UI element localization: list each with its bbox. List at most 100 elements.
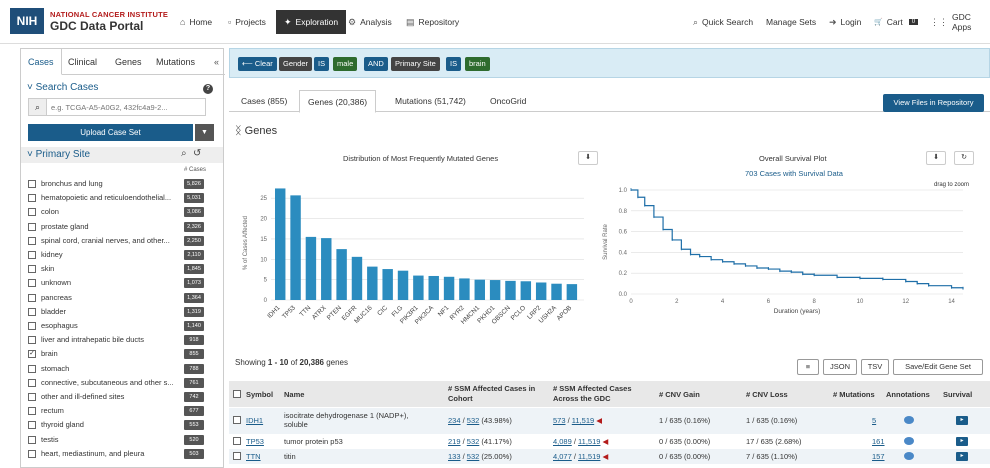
facet-item[interactable]: esophagus 1,140 <box>21 319 223 333</box>
col-name[interactable]: Name <box>284 390 305 399</box>
facet-item[interactable]: bronchus and lung 5,826 <box>21 177 223 191</box>
ssm-cohort-total-link[interactable]: 532 <box>466 437 480 446</box>
search-icon[interactable]: ⌕ <box>29 99 47 115</box>
col-cnv-loss[interactable]: # CNV Loss <box>746 390 788 399</box>
reset-survival-icon[interactable]: ↻ <box>954 151 974 165</box>
caret-left-icon[interactable]: ◀ <box>596 416 603 425</box>
tab-mutations-count[interactable]: Mutations (51,742) <box>395 96 466 106</box>
survival-plot-icon[interactable]: ▸ <box>956 452 968 461</box>
facet-checkbox[interactable] <box>28 279 36 288</box>
facet-item[interactable]: hematopoietic and reticuloendothelial...… <box>21 191 223 205</box>
download-survival-icon[interactable]: ⬇ <box>926 151 946 165</box>
search-cases-header[interactable]: ˅ Search Cases <box>27 82 98 93</box>
filter-pill-value[interactable]: brain <box>465 57 490 71</box>
facet-item[interactable]: connective, subcutaneous and other s... 7… <box>21 376 223 390</box>
case-search-input[interactable] <box>51 100 201 114</box>
row-checkbox[interactable] <box>233 452 241 460</box>
tab-clinical[interactable]: Clinical <box>68 57 98 67</box>
filter-pill-field[interactable]: Primary Site <box>391 57 440 71</box>
annotation-eye-icon[interactable] <box>904 416 914 424</box>
facet-checkbox[interactable] <box>28 251 36 259</box>
filter-pill-op[interactable]: IS <box>446 57 462 71</box>
facet-item[interactable]: colon 3,086 <box>21 205 223 219</box>
mutations-count-link[interactable]: 5 <box>872 416 877 425</box>
clear-filters-button[interactable]: ⟵ Clear <box>238 57 277 71</box>
ssm-gdc-count-link[interactable]: 4,077 <box>553 452 572 461</box>
ssm-gdc-total-link[interactable]: 11,519 <box>578 452 601 461</box>
facet-checkbox[interactable] <box>28 194 36 203</box>
nav-login[interactable]: ➜ Login <box>826 10 864 34</box>
col-ssm-gdc[interactable]: # SSM Affected Cases Across the GDC <box>553 384 632 403</box>
ssm-gdc-total-link[interactable]: 11,519 <box>578 437 601 446</box>
annotation-eye-icon[interactable] <box>904 437 914 445</box>
facet-checkbox[interactable] <box>28 421 36 430</box>
facet-item[interactable]: testis 520 <box>21 433 223 447</box>
facet-checkbox[interactable] <box>28 307 36 316</box>
row-checkbox[interactable] <box>233 416 241 424</box>
nav-projects[interactable]: ▫ Projects <box>220 10 274 34</box>
tab-genes[interactable]: Genes <box>115 57 142 67</box>
nav-cart[interactable]: 🛒 Cart 0 <box>871 10 921 34</box>
nih-logo[interactable]: NIH <box>10 8 44 34</box>
download-chart-icon[interactable]: ⬇ <box>578 151 598 165</box>
facet-checkbox[interactable] <box>28 222 36 231</box>
annotation-eye-icon[interactable] <box>904 452 914 460</box>
gene-symbol-link[interactable]: IDH1 <box>246 416 264 425</box>
nav-exploration[interactable]: ✦ Exploration <box>276 10 347 34</box>
gene-symbol-link[interactable]: TTN <box>246 452 261 461</box>
facet-item[interactable]: stomach 788 <box>21 362 223 376</box>
col-ssm-cohort[interactable]: # SSM Affected Cases in Cohort <box>448 384 536 403</box>
filter-pill-op[interactable]: IS <box>314 57 330 71</box>
upload-dropdown-icon[interactable]: ▼ <box>195 124 214 141</box>
facet-checkbox[interactable] <box>28 449 36 458</box>
facet-item[interactable]: rectum 677 <box>21 404 223 418</box>
nav-gdc-apps[interactable]: ⋮⋮ GDC Apps <box>927 10 990 34</box>
facet-checkbox[interactable] <box>28 236 36 245</box>
search-facet-icon[interactable]: ⌕ <box>181 148 187 159</box>
caret-left-icon[interactable]: ◀ <box>602 452 609 461</box>
facet-item[interactable]: unknown 1,073 <box>21 276 223 290</box>
primary-site-facet-header[interactable]: ˅ Primary Site ⌕ ↺ <box>21 147 223 163</box>
row-checkbox[interactable] <box>233 437 241 445</box>
facet-checkbox[interactable] <box>28 407 36 416</box>
filter-pill-op[interactable]: AND <box>364 57 388 71</box>
facet-item[interactable]: other and ill-defined sites 742 <box>21 390 223 404</box>
ssm-cohort-total-link[interactable]: 532 <box>466 452 480 461</box>
ssm-gdc-count-link[interactable]: 573 <box>553 416 566 425</box>
facet-item[interactable]: thyroid gland 553 <box>21 418 223 432</box>
facet-item[interactable]: skin 1,845 <box>21 262 223 276</box>
facet-checkbox[interactable] <box>28 265 36 274</box>
facet-item[interactable]: heart, mediastinum, and pleura 503 <box>21 447 223 461</box>
column-selector-button[interactable]: ≡ <box>797 359 819 375</box>
mutations-count-link[interactable]: 161 <box>872 437 885 446</box>
facet-checkbox[interactable] <box>28 364 36 373</box>
survival-plot[interactable]: 0.0 0.2 0.4 0.6 0.8 1.0 0 2 4 6 8 10 12 14 Duration (y… <box>601 184 971 319</box>
facet-item[interactable]: bladder 1,319 <box>21 305 223 319</box>
facet-checkbox[interactable] <box>28 208 36 217</box>
facet-item[interactable]: prostate gland 2,326 <box>21 220 223 234</box>
facet-item[interactable]: spinal cord, cranial nerves, and other..… <box>21 234 223 248</box>
nav-repository[interactable]: ▤ Repository <box>398 10 467 34</box>
view-files-button[interactable]: View Files in Repository <box>883 94 984 112</box>
survival-plot-icon[interactable]: ▸ <box>956 437 968 446</box>
ssm-cohort-count-link[interactable]: 234 <box>448 416 461 425</box>
caret-left-icon[interactable]: ◀ <box>602 437 609 446</box>
facet-item[interactable]: kidney 2,110 <box>21 248 223 262</box>
tab-cases-count[interactable]: Cases (855) <box>241 96 288 106</box>
select-all-checkbox[interactable] <box>233 390 241 398</box>
save-gene-set-button[interactable]: Save/Edit Gene Set <box>893 359 983 375</box>
tab-genes-count[interactable]: Genes (20,386) <box>299 90 377 113</box>
facet-checkbox[interactable] <box>28 378 36 387</box>
facet-checkbox[interactable] <box>28 322 36 330</box>
facet-item[interactable]: pancreas 1,364 <box>21 291 223 305</box>
nav-analysis[interactable]: ⚙ Analysis <box>340 10 400 34</box>
col-mutations[interactable]: # Mutations <box>833 390 875 399</box>
tab-mutations[interactable]: Mutations <box>156 57 196 67</box>
reset-facet-icon[interactable]: ↺ <box>193 148 202 159</box>
nav-quick-search[interactable]: ⌕ Quick Search <box>690 10 756 34</box>
nav-manage-sets[interactable]: Manage Sets <box>763 10 819 34</box>
col-cnv-gain[interactable]: # CNV Gain <box>659 390 700 399</box>
facet-item[interactable]: liver and intrahepatic bile ducts 918 <box>21 333 223 347</box>
mutations-count-link[interactable]: 157 <box>872 452 885 461</box>
gene-symbol-link[interactable]: TP53 <box>246 437 264 446</box>
